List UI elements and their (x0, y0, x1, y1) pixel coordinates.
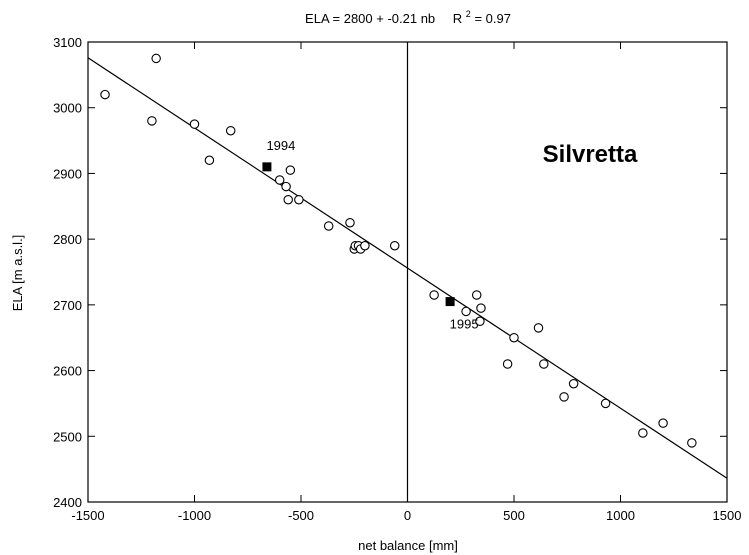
data-point (285, 165, 296, 175)
data-point (274, 175, 285, 185)
y-axis-label: ELA [m a.s.l.] (10, 235, 25, 312)
data-point (600, 398, 611, 409)
x-tick-label: -500 (288, 508, 314, 523)
x-tick-label: 1500 (713, 508, 742, 523)
x-tick-label: 500 (503, 508, 525, 523)
data-point (502, 359, 513, 369)
data-point (471, 290, 482, 300)
data-point (225, 125, 236, 136)
data-point (658, 418, 668, 428)
data-point (345, 217, 355, 228)
data-point (539, 359, 549, 369)
x-tick-label: 1000 (606, 508, 635, 523)
title-r-symbol: R (453, 11, 462, 26)
chart-title: ELA = 2800 + -0.21 nb R 2 = 0.97 (305, 5, 511, 26)
point-label-1995: 1995 (450, 317, 479, 332)
y-tick-label: 3100 (53, 35, 82, 50)
data-point (389, 240, 400, 251)
y-tick-label: 2400 (53, 495, 82, 510)
data-point (687, 438, 697, 448)
title-r-exponent: 2 (466, 9, 471, 19)
data-point (475, 316, 485, 327)
y-tick-label: 2600 (53, 364, 82, 379)
y-tick-label: 2500 (53, 429, 82, 444)
point-label-1994: 1994 (266, 138, 295, 153)
data-point (461, 306, 471, 317)
data-point (559, 392, 569, 402)
data-point (360, 240, 370, 251)
highlight-point-1995 (445, 297, 455, 307)
plot-frame (87, 41, 728, 503)
title-equation: ELA = 2800 + -0.21 nb (305, 11, 435, 26)
x-axis-label: net balance [mm] (358, 538, 458, 553)
data-point (151, 53, 161, 64)
y-tick-label: 2900 (53, 166, 82, 181)
data-point (100, 89, 110, 100)
x-tick-label: -1000 (178, 508, 211, 523)
y-tick-label: 2700 (53, 298, 82, 313)
data-point (509, 332, 519, 343)
data-point (283, 194, 293, 205)
data-point (147, 116, 157, 126)
y-tick-label: 2800 (53, 232, 82, 247)
data-point (204, 155, 215, 166)
data-point (281, 181, 291, 192)
data-point (294, 194, 304, 205)
chart-annotation-silvretta: Silvretta (543, 141, 638, 168)
data-point (568, 378, 579, 389)
data-point (533, 323, 544, 333)
y-tick-label: 3000 (53, 101, 82, 116)
data-point (476, 303, 486, 313)
data-point (189, 119, 200, 129)
data-point (323, 221, 334, 231)
x-tick-label: 0 (404, 508, 411, 523)
data-point (638, 428, 648, 438)
plot-area: -1500 -1000 -500 0 500 1000 1500 2400 2500 2600 27… (53, 35, 741, 523)
highlight-point-1994 (262, 162, 272, 172)
x-tick-label: -1500 (71, 508, 104, 523)
title-r-value: = 0.97 (474, 11, 511, 26)
data-point (429, 290, 439, 300)
